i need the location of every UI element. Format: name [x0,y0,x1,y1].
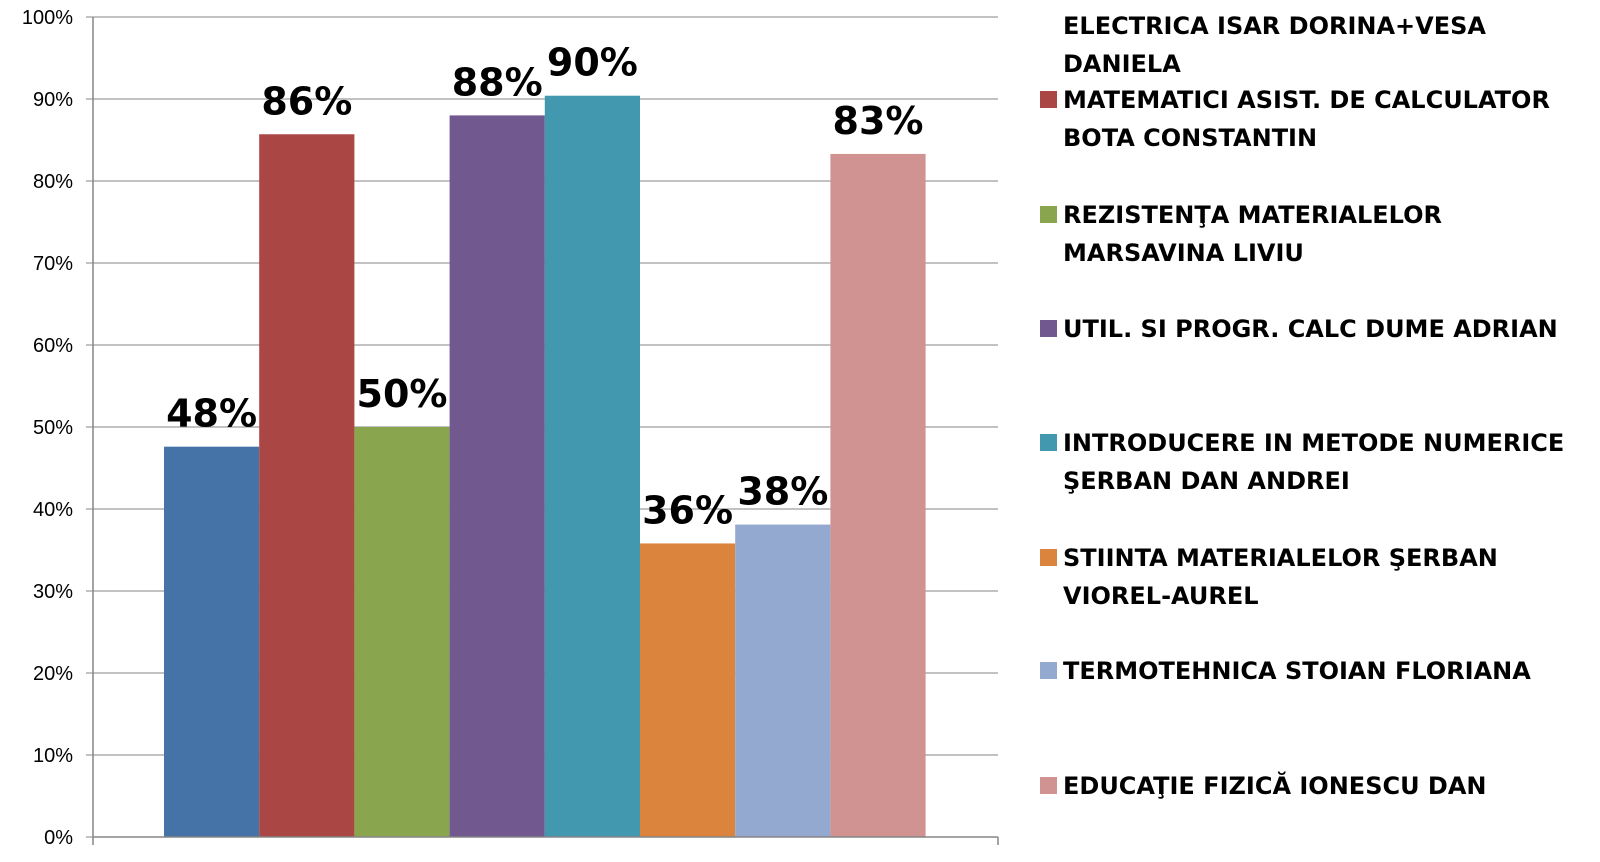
y-axis-tick-labels: 0% 10% 20% 30% 40% 50% 60% 70% 80% 90% 100% [22,7,93,849]
y-tick-label: 70% [33,253,73,275]
legend-item: UTIL. SI PROGR. CALC DUME ADRIAN [1040,310,1583,348]
legend-swatch [1040,91,1057,108]
axes [92,17,999,845]
bar [354,427,450,837]
bar [640,543,736,837]
data-label: 88% [452,60,543,104]
bar-chart: 0% 10% 20% 30% 40% 50% 60% 70% 80% 90% 100% 48% 86%… [22,7,999,849]
data-label: 38% [737,470,828,514]
legend-swatch [1040,206,1057,223]
legend-label: STIINTA MATERIALELOR ŞERBAN VIOREL-AUREL [1063,544,1498,610]
y-tick-label: 20% [33,663,73,685]
legend-swatch [1040,549,1057,566]
legend-swatch [1040,320,1057,337]
legend-item: INTRODUCERE IN METODE NUMERICE ŞERBAN DA… [1040,424,1583,500]
y-tick-label: 80% [33,171,73,193]
bar [259,134,355,837]
bar [544,95,640,838]
bar [830,153,926,837]
data-label: 86% [261,79,352,123]
y-tick-label: 30% [33,581,73,603]
legend-swatch [1040,434,1057,451]
legend-item: ELECTRICA ISAR DORINA+VESA DANIELA [1040,7,1583,83]
y-tick-label: 100% [22,7,73,29]
data-labels: 48% 86% 50% 88% 90% 36% 38% 83% [166,41,923,533]
bar [164,446,260,837]
data-label: 36% [642,488,733,532]
bar [735,524,831,837]
y-tick-label: 60% [33,335,73,357]
y-tick-label: 0% [44,827,73,849]
legend-label: MATEMATICI ASIST. DE CALCULATOR BOTA CON… [1063,86,1550,152]
y-tick-label: 90% [33,89,73,111]
data-label: 83% [833,99,924,143]
legend-label: ELECTRICA ISAR DORINA+VESA DANIELA [1063,12,1486,78]
data-label: 48% [166,392,257,436]
legend-swatch [1040,17,1057,34]
legend-label: INTRODUCERE IN METODE NUMERICE ŞERBAN DA… [1063,429,1565,495]
data-label: 50% [357,372,448,416]
legend-swatch [1040,662,1057,679]
legend-label: TERMOTEHNICA STOIAN FLORIANA [1063,657,1531,685]
legend-item: EDUCAŢIE FIZICĂ IONESCU DAN [1040,767,1583,805]
bar [449,115,545,837]
legend: ELECTRICA ISAR DORINA+VESA DANIELA MATEMA… [1040,0,1600,862]
legend-label: EDUCAŢIE FIZICĂ IONESCU DAN [1063,772,1487,800]
legend-swatch [1040,777,1057,794]
data-label: 90% [547,41,638,85]
y-tick-label: 50% [33,417,73,439]
legend-item: TERMOTEHNICA STOIAN FLORIANA [1040,652,1583,690]
y-tick-label: 40% [33,499,73,521]
bars [164,95,926,838]
legend-item: MATEMATICI ASIST. DE CALCULATOR BOTA CON… [1040,81,1583,157]
legend-item: REZISTENŢA MATERIALELOR MARSAVINA LIVIU [1040,196,1583,272]
legend-label: UTIL. SI PROGR. CALC DUME ADRIAN [1063,315,1558,343]
legend-item: STIINTA MATERIALELOR ŞERBAN VIOREL-AUREL [1040,539,1583,615]
legend-label: REZISTENŢA MATERIALELOR MARSAVINA LIVIU [1063,201,1442,267]
y-tick-label: 10% [33,745,73,767]
